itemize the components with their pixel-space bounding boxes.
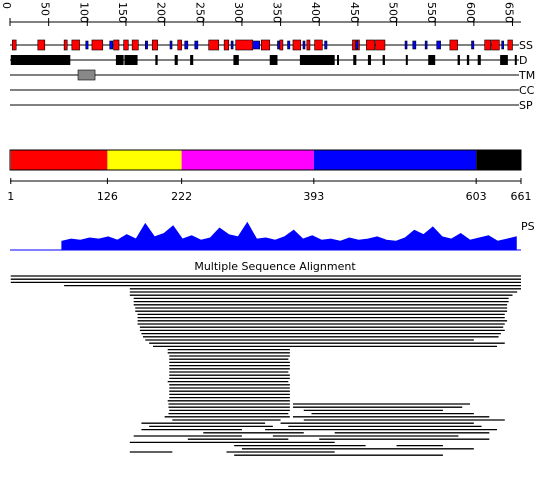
track-feature <box>436 40 441 50</box>
track-label: SS <box>519 39 533 52</box>
track-feature <box>269 55 278 65</box>
track-feature <box>10 55 71 65</box>
track-feature <box>500 55 508 65</box>
track-feature <box>233 55 239 65</box>
domain-label: 603 <box>466 190 487 203</box>
track-feature <box>514 55 517 65</box>
track-feature <box>230 40 234 50</box>
domain-label: 126 <box>97 190 118 203</box>
track-feature <box>174 55 178 65</box>
track-feature <box>449 39 458 51</box>
track-feature <box>501 40 504 50</box>
track-feature <box>131 39 139 51</box>
track-feature <box>471 40 475 50</box>
track-feature <box>169 40 173 50</box>
track-feature <box>177 39 182 51</box>
track-feature <box>115 55 124 65</box>
track-feature <box>260 39 271 51</box>
track-feature <box>155 55 158 65</box>
track-feature <box>194 40 199 50</box>
track-feature <box>466 55 470 65</box>
track-feature <box>299 55 335 65</box>
msa-title: Multiple Sequence Alignment <box>194 260 356 273</box>
ruler-label: 200 <box>155 2 168 23</box>
ruler-label: 650 <box>502 2 515 23</box>
ps-label: PS <box>521 220 535 233</box>
track-feature <box>235 39 254 51</box>
domain <box>476 150 521 170</box>
track-feature <box>355 40 359 50</box>
track-feature <box>77 69 96 81</box>
track-feature <box>366 39 376 51</box>
ruler-label: 50 <box>39 2 52 16</box>
track-feature <box>12 39 17 51</box>
ruler-label: 600 <box>464 2 477 23</box>
track-feature <box>337 55 340 65</box>
track-feature <box>507 39 513 51</box>
track-feature <box>71 39 80 51</box>
ruler-label: 500 <box>387 2 400 23</box>
domain-label: 1 <box>7 190 14 203</box>
domain-label: 661 <box>511 190 532 203</box>
track-feature <box>109 40 114 50</box>
domain-frame <box>9 149 522 171</box>
track-feature <box>151 39 158 51</box>
track-feature <box>484 39 492 51</box>
ps-area <box>61 221 517 251</box>
track-feature <box>477 55 481 65</box>
track-feature <box>113 39 120 51</box>
track-label: TM <box>518 69 535 82</box>
track-feature <box>124 55 138 65</box>
ruler-label: 250 <box>193 2 206 23</box>
track-feature <box>375 39 386 51</box>
domain <box>10 150 108 170</box>
track-feature <box>85 40 89 50</box>
track-feature <box>279 39 284 51</box>
track-feature <box>91 39 104 51</box>
track-feature <box>63 39 68 51</box>
track-feature <box>252 40 261 50</box>
domain-label: 393 <box>303 190 324 203</box>
track-feature <box>292 39 301 51</box>
track-feature <box>208 39 220 51</box>
domain <box>313 150 477 170</box>
track-feature <box>184 40 189 50</box>
ruler-label: 0 <box>0 2 13 9</box>
track-feature <box>382 55 385 65</box>
domain-label: 222 <box>171 190 192 203</box>
track-feature <box>324 40 328 50</box>
track-feature <box>353 55 357 65</box>
track-feature <box>457 55 460 65</box>
track-feature <box>37 39 46 51</box>
track-feature <box>404 40 408 50</box>
track-feature <box>367 55 372 65</box>
track-feature <box>287 40 291 50</box>
track-feature <box>412 40 417 50</box>
track-feature <box>123 39 129 51</box>
ruler-label: 100 <box>77 2 90 23</box>
track-feature <box>302 40 306 50</box>
track-feature <box>306 39 311 51</box>
ruler-label: 400 <box>309 2 322 23</box>
track-feature <box>190 55 194 65</box>
track-feature <box>277 40 280 50</box>
track-feature <box>314 39 323 51</box>
track-label: D <box>519 54 527 67</box>
track-feature <box>223 39 230 51</box>
domain <box>181 150 314 170</box>
ruler-label: 300 <box>232 2 245 23</box>
domain <box>107 150 182 170</box>
track-feature <box>428 55 436 65</box>
ruler-label: 450 <box>348 2 361 23</box>
ruler-label: 550 <box>425 2 438 23</box>
track-label: CC <box>519 84 535 97</box>
track-feature <box>144 40 148 50</box>
track-label: SP <box>519 99 533 112</box>
track-feature <box>491 39 500 51</box>
ruler-label: 350 <box>271 2 284 23</box>
ruler-label: 150 <box>116 2 129 23</box>
track-feature <box>424 40 428 50</box>
track-feature <box>405 55 408 65</box>
